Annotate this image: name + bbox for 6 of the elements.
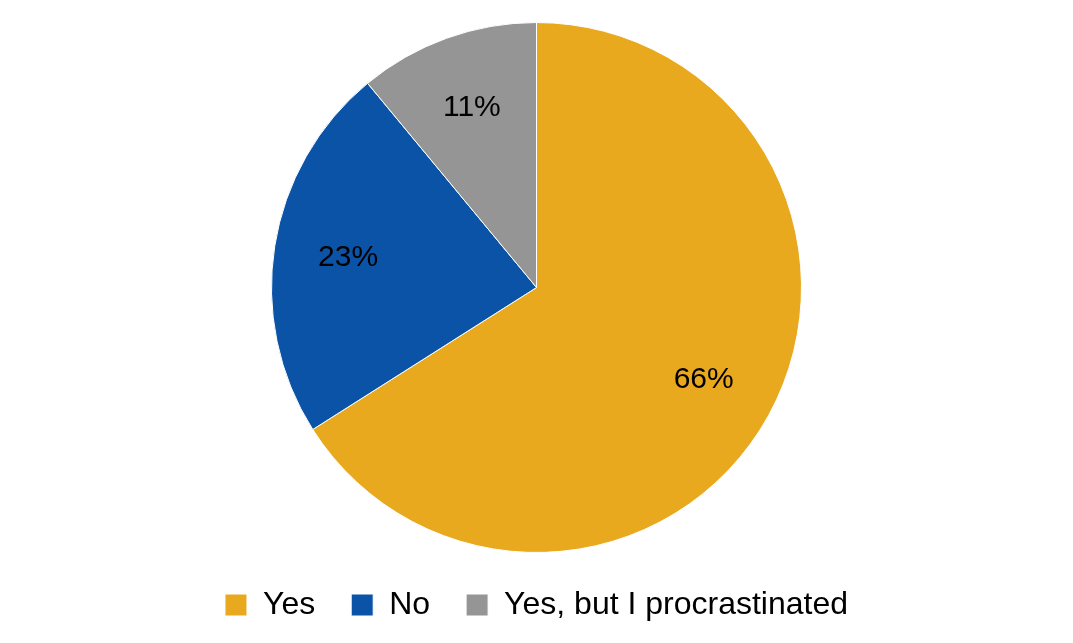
data-label: 11%: [442, 89, 501, 123]
data-label: 66%: [673, 360, 734, 394]
legend-label: No: [389, 584, 431, 621]
legend-label: Yes: [262, 584, 316, 621]
legend-label: Yes, but I procrastinated: [504, 584, 849, 621]
data-label: 23%: [318, 238, 379, 272]
